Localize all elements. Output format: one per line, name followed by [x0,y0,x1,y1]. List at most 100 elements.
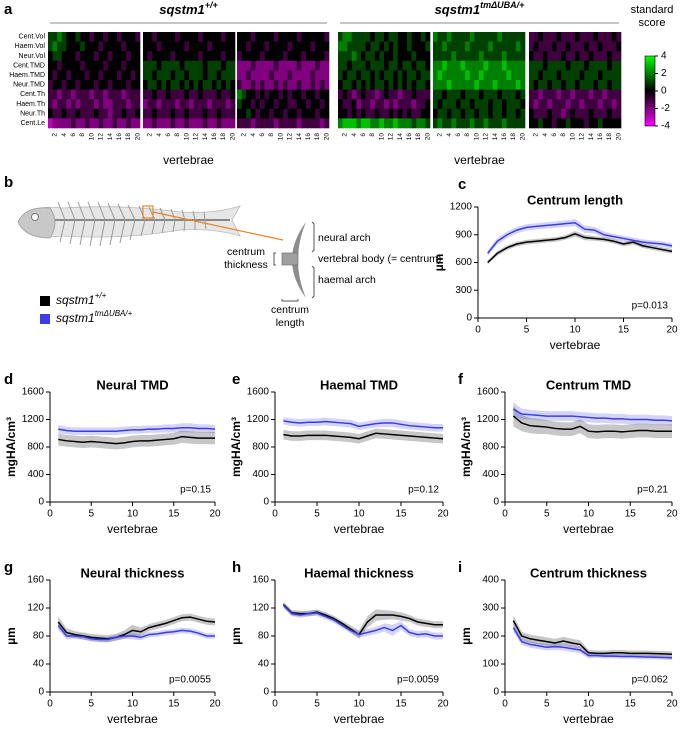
heatmap-cell [179,60,185,71]
heatmap-cell [89,41,95,52]
heatmap-cell [241,108,247,119]
heatmap-cell [89,108,95,119]
heatmap-cell [497,41,503,52]
error-band [487,219,672,257]
heatmap-cell [98,70,104,81]
heatmap-cell [442,70,448,81]
heatmap-cell [502,80,507,90]
heatmap-cell [611,80,617,90]
text-sup: tmΔUBA/+ [95,309,133,318]
x-tick-label: 12 [388,133,395,141]
heatmap-cell [356,51,362,62]
heatmap-cell [561,108,567,119]
heatmap-cell [388,89,394,100]
heatmap-cell [89,89,95,100]
heatmap-cell [103,41,109,52]
heatmap-cell [221,41,227,52]
heatmap-cell [474,51,480,62]
heatmap-cell [107,32,113,42]
heatmap-cell [48,99,53,110]
heatmap-cell [497,51,503,62]
heatmap-cell [384,80,389,90]
heatmap-cell [237,89,242,100]
heatmap-cell [506,32,512,42]
heatmap-cell [488,99,494,110]
x-tick-label: 15 [395,509,407,520]
heatmap-cell [488,32,494,42]
heatmap-cell [130,41,136,52]
chart-title: Centrum thickness [530,565,647,580]
x-tick-label: 10 [127,509,139,520]
heatmap-cell [161,118,167,129]
heatmap-cell [374,89,380,100]
heatmap-cell [170,60,176,71]
heatmap-cell [230,80,236,90]
heatmap-cell [48,89,53,100]
heatmap-cell [338,99,343,110]
heatmap-cell [324,60,330,71]
heatmap-cell [488,60,494,71]
heatmap-cell [356,80,362,90]
heatmap-cell [301,41,307,52]
heatmap-cell [565,89,571,100]
row-label: Haem.Th [16,101,45,108]
heatmap-cell [616,32,622,42]
heatmap-cell [579,108,585,119]
heatmap-cell [460,118,466,129]
heatmap-cell [506,51,512,62]
diagram-label: centrum [271,304,309,316]
heatmap-cell [469,51,475,62]
heatmap-cell [588,118,594,129]
heatmap-cell [365,99,371,110]
row-label: Haem.Vol [15,43,46,50]
heatmap-cell [130,32,136,42]
heatmap-cell [342,32,348,42]
heatmap-cell [351,51,357,62]
heatmap-cell [402,118,408,129]
heatmap-cell [397,99,403,110]
heatmap-cell [264,99,270,110]
heatmap-cell [370,70,376,81]
heatmap-cell [579,89,585,100]
heatmap-cell [287,60,293,71]
heatmap-cell [338,60,343,71]
heatmap-cell [416,80,422,90]
heatmap-cell [547,70,553,81]
heatmap-cell [556,60,562,71]
heatmap-cell [416,70,422,81]
heatmap-cell [515,32,521,42]
x-tick-label: 18 [415,133,422,141]
heatmap-cell [130,60,136,71]
x-tick-label: 0 [47,509,53,520]
heatmap-cell [502,108,507,119]
diagram-label: vertebral body (= centrum) [318,253,441,265]
heatmap-cell [250,51,256,62]
error-band [58,621,215,643]
heatmap-cell [246,80,252,90]
heatmap-cell [584,32,590,42]
heatmap-cell [216,60,222,71]
heatmap-cell [296,89,302,100]
heatmap-cell [255,70,261,81]
heatmap-cell [66,99,72,110]
heatmap-cell [607,41,613,52]
x-tick-label: 5 [88,699,94,710]
x-tick-label: 8 [174,133,181,137]
heatmap-cell [497,70,503,81]
heatmap-cell [84,51,90,62]
heatmap-cell [425,89,431,100]
heatmap-cell [425,118,431,129]
heatmap-cell [241,89,247,100]
heatmap-cell [616,60,622,71]
heatmap-cell [143,99,148,110]
heatmap-cell [552,80,557,90]
heatmap-cell [374,51,380,62]
heatmap-cell [565,70,571,81]
heatmap-cell [483,60,489,71]
heatmap-cell [420,80,426,90]
heatmap-cell [556,108,562,119]
heatmap-cell [416,32,422,42]
heatmap-cell [147,51,153,62]
heatmap-cell [161,41,167,52]
heatmap-cell [416,99,422,110]
